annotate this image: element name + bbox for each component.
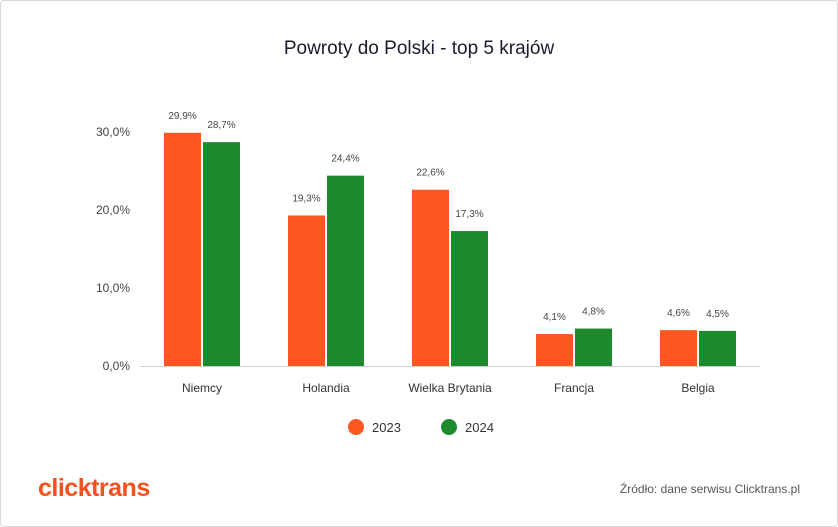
y-tick-label: 30,0%	[96, 125, 130, 139]
x-tick-label: Belgia	[681, 381, 715, 395]
bar-2024-3	[575, 328, 612, 366]
bar-2024-0	[203, 142, 240, 366]
bar-2024-2	[451, 231, 488, 366]
data-label: 24,4%	[331, 154, 359, 165]
x-tick-label: Holandia	[302, 381, 350, 395]
y-tick-label: 20,0%	[96, 203, 130, 217]
bar-2023-4	[660, 330, 697, 366]
data-label: 4,6%	[667, 308, 690, 319]
data-label: 4,8%	[582, 307, 605, 318]
data-label: 4,5%	[706, 309, 729, 320]
bar-2023-1	[288, 215, 325, 366]
y-tick-label: 10,0%	[96, 281, 130, 295]
x-tick-label: Niemcy	[182, 381, 222, 395]
chart-legend: 2023 2024	[0, 419, 838, 443]
bar-2024-4	[699, 330, 736, 366]
bar-2024-1	[327, 175, 364, 366]
source-note: Źródło: dane serwisu Clicktrans.pl	[619, 482, 800, 496]
y-tick-label: 0,0%	[103, 359, 131, 373]
clicktrans-logo: clicktrans	[38, 474, 150, 502]
legend-label-2024: 2024	[465, 419, 494, 435]
chart-title: Powroty do Polski - top 5 krajów	[283, 38, 555, 59]
data-label: 19,3%	[292, 193, 320, 204]
legend-label-2023: 2023	[372, 419, 401, 435]
bar-2023-2	[412, 189, 449, 366]
legend-swatch-2023	[348, 419, 364, 435]
data-label: 17,3%	[455, 209, 483, 220]
bar-2023-0	[164, 132, 201, 366]
data-label: 28,7%	[207, 120, 235, 131]
legend-item-2024: 2024	[441, 419, 494, 435]
data-label: 29,9%	[168, 111, 196, 122]
data-label: 4,1%	[543, 312, 566, 323]
x-tick-label: Wielka Brytania	[408, 381, 492, 395]
x-tick-label: Francja	[554, 381, 594, 395]
bar-2023-3	[536, 334, 573, 366]
legend-swatch-2024	[441, 419, 457, 435]
legend-item-2023: 2023	[348, 419, 401, 435]
data-label: 22,6%	[416, 168, 444, 179]
